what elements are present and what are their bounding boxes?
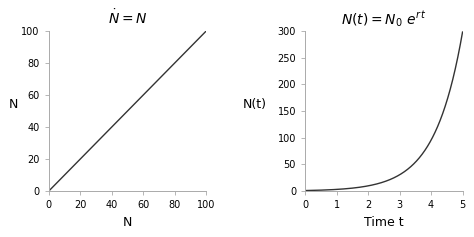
X-axis label: N: N xyxy=(123,216,132,229)
Y-axis label: N(t): N(t) xyxy=(243,98,267,111)
Y-axis label: N: N xyxy=(9,98,18,111)
X-axis label: Time t: Time t xyxy=(364,216,404,229)
Title: $N(t) = N_0\ e^{r\,t}$: $N(t) = N_0\ e^{r\,t}$ xyxy=(341,9,427,29)
Title: $\dot{N} = N$: $\dot{N} = N$ xyxy=(108,8,147,27)
